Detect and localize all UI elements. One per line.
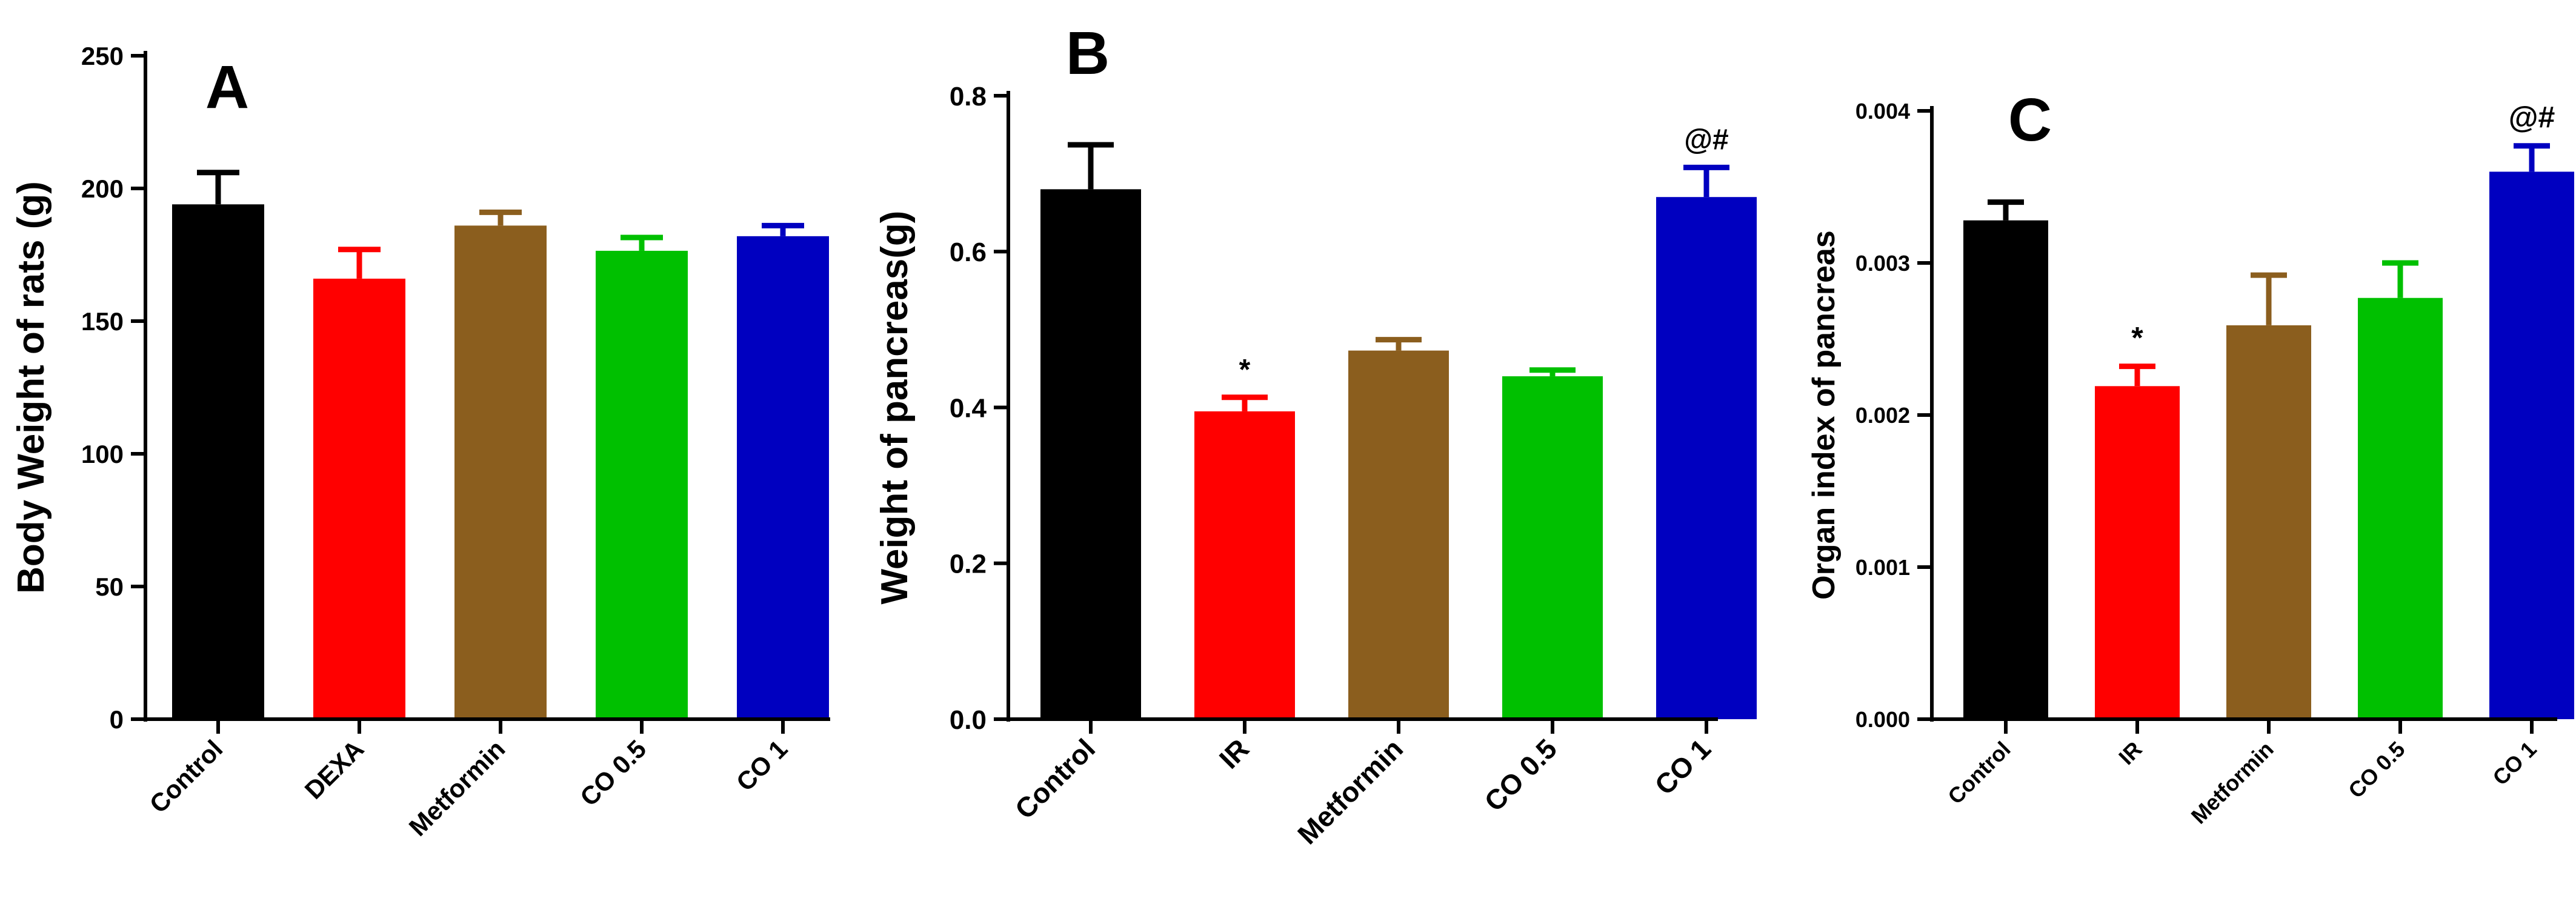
x-tick-label-metformin: Metformin xyxy=(2186,737,2278,829)
panel-label: C xyxy=(2008,86,2052,154)
error-bar-metformin xyxy=(2251,272,2287,325)
y-tick-label: 0.8 xyxy=(950,82,987,111)
y-tick-label: 0.002 xyxy=(1855,403,1910,428)
x-tick-label-dexa: DEXA xyxy=(299,734,370,805)
x-tick-label-co-1: CO 1 xyxy=(1648,733,1717,801)
bar-co-0-5 xyxy=(1502,376,1603,719)
error-bar-control xyxy=(1988,199,2024,221)
error-bar-dexa xyxy=(338,247,381,279)
x-tick-label-co-0-5: CO 0.5 xyxy=(1478,733,1563,817)
y-tick-label: 0.001 xyxy=(1855,555,1910,580)
x-tick-label-ir: IR xyxy=(1213,733,1255,774)
error-bar-metformin xyxy=(1376,337,1422,351)
panel-a: A 0 50 100 150 200 250 Control DEXA Metformin CO 0… xyxy=(10,42,830,842)
error-bar-ir xyxy=(1222,394,1268,411)
error-bar-co-0-5 xyxy=(621,234,663,251)
bar-control xyxy=(1963,220,2048,720)
y-tick-label: 0.004 xyxy=(1855,99,1910,124)
y-tick-label: 0.6 xyxy=(950,238,987,267)
x-tick-label-control: Control xyxy=(1009,733,1101,825)
y-tick-label: 0.003 xyxy=(1855,251,1910,276)
error-bar-co-1 xyxy=(1683,164,1729,198)
x-tick-label-control: Control xyxy=(1943,737,2015,809)
bar-co-0-5 xyxy=(596,250,688,719)
y-tick-label: 100 xyxy=(81,440,124,468)
x-tick-label-co-1: CO 1 xyxy=(2488,737,2541,790)
error-bar-control xyxy=(197,170,239,205)
significance-label: * xyxy=(2131,321,2143,355)
significance-label: @# xyxy=(2509,101,2555,135)
bar-metformin xyxy=(1348,350,1449,719)
y-axis-title: Body Weight of rats (g) xyxy=(10,181,52,594)
x-tick-label-co-0-5: CO 0.5 xyxy=(2343,737,2410,803)
y-tick-label: 0.4 xyxy=(950,393,987,423)
x-tick-label-co-1: CO 1 xyxy=(731,734,793,797)
y-tick-label: 0.000 xyxy=(1855,707,1910,732)
bar-co-1 xyxy=(2489,171,2574,719)
bar-control xyxy=(1040,189,1141,720)
bar-dexa xyxy=(313,278,405,719)
error-bar-co-1 xyxy=(2514,143,2550,172)
error-bar-co-1 xyxy=(762,222,804,236)
panel-b: B * @# 0.0 0.2 0.4 0.6 0.8 Control IR Metformin CO … xyxy=(874,19,1757,850)
y-axis-title: Organ index of pancreas xyxy=(1806,230,1842,600)
bar-co-1 xyxy=(1656,197,1757,719)
y-tick-label: 0.2 xyxy=(950,550,987,579)
x-tick-label-metformin: Metformin xyxy=(1291,733,1409,850)
bar-ir xyxy=(1194,411,1295,719)
panel-label: A xyxy=(205,53,249,121)
bar-co-1 xyxy=(737,236,829,720)
error-bar-metformin xyxy=(479,209,522,226)
y-tick-label: 250 xyxy=(81,42,124,70)
bar-metformin xyxy=(2226,325,2311,719)
y-tick-label: 0 xyxy=(110,705,124,734)
x-tick-label-ir: IR xyxy=(2114,737,2146,769)
error-bar-ir xyxy=(2119,364,2155,387)
bar-co-0-5 xyxy=(2358,297,2443,720)
y-axis-title: Weight of pancreas(g) xyxy=(874,211,916,605)
y-tick-label: 0.0 xyxy=(950,705,987,735)
bar-metformin xyxy=(454,225,547,719)
significance-label: @# xyxy=(1684,124,1729,156)
y-tick-label: 50 xyxy=(95,573,124,601)
error-bar-co-0-5 xyxy=(2382,260,2418,298)
error-bar-control xyxy=(1068,142,1114,190)
panel-c: C * @# 0.000 0.001 0.002 0.003 0.004 Control IR Me… xyxy=(1806,86,2574,829)
error-bar-co-0-5 xyxy=(1529,367,1576,377)
y-tick-label: 150 xyxy=(81,307,124,336)
bar-control xyxy=(172,204,264,719)
y-tick-label: 200 xyxy=(81,174,124,203)
x-tick-label-control: Control xyxy=(144,734,228,819)
x-tick-label-metformin: Metformin xyxy=(404,734,511,842)
significance-label: * xyxy=(1239,354,1251,386)
bar-ir xyxy=(2095,386,2180,719)
panel-label: B xyxy=(1066,19,1110,87)
x-tick-label-co-0-5: CO 0.5 xyxy=(574,734,651,811)
